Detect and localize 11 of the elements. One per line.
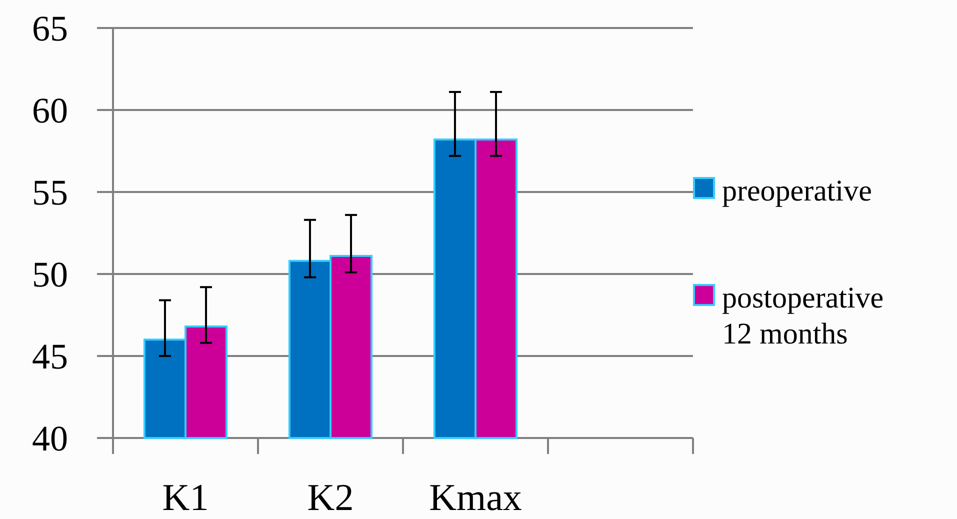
x-tick-label: K1 xyxy=(162,477,209,519)
y-tick-label: 55 xyxy=(32,172,68,213)
y-tick-label: 50 xyxy=(32,254,68,295)
y-tick-label: 60 xyxy=(32,90,68,131)
y-tick-label: 65 xyxy=(32,8,68,49)
y-tick-label: 45 xyxy=(32,336,68,377)
legend-label: preoperative xyxy=(722,174,872,208)
x-tick-label: K2 xyxy=(307,477,354,519)
x-tick-label: Kmax xyxy=(429,477,522,519)
y-tick-label: 40 xyxy=(32,418,68,459)
legend-label: postoperative 12 months xyxy=(722,282,884,350)
